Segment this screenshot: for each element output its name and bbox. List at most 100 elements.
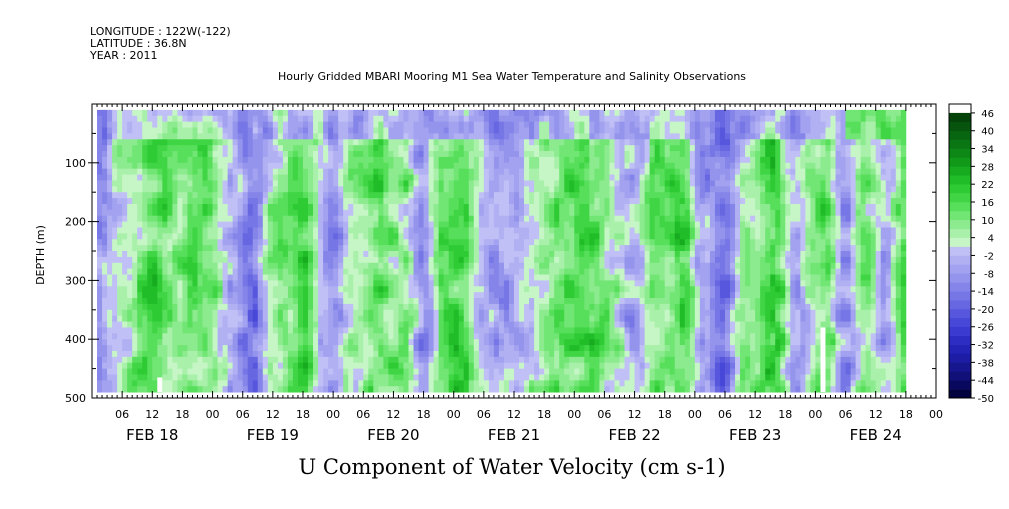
heatmap-cell [242,127,249,134]
heatmap-cell [614,286,620,293]
heatmap-cell [529,127,535,134]
heatmap-cell [524,321,530,328]
heatmap-cell [514,239,520,246]
heatmap-cell [458,356,465,364]
heatmap-cell [498,251,505,258]
heatmap-cell [343,227,349,234]
heatmap-cell [373,345,379,352]
heatmap-cell [112,280,118,287]
heatmap-cell [137,309,143,317]
heatmap-cell [554,174,560,181]
heatmap-cell [493,192,500,199]
heatmap-cell [353,374,359,381]
heatmap-cell [508,292,515,299]
heatmap-cell [363,192,369,199]
heatmap-cell [413,298,419,305]
heatmap-cell [604,356,610,364]
heatmap-cell [483,256,490,264]
heatmap-cell [297,274,304,281]
heatmap-cell [262,356,269,364]
heatmap-cell [147,151,153,158]
heatmap-cell [398,162,404,170]
heatmap-cell [393,203,399,211]
heatmap-cell [433,386,440,393]
heatmap-cell [488,221,495,228]
heatmap-cell [232,139,239,146]
heatmap-cell [403,127,409,134]
heatmap-cell [207,227,213,234]
heatmap-cell [303,292,309,299]
heatmap-cell [478,168,485,175]
heatmap-cell [483,298,490,305]
heatmap-cell [217,362,224,369]
heatmap-cell [368,209,374,217]
heatmap-cell [519,227,525,234]
heatmap-cell [257,256,264,264]
heatmap-cell [564,256,570,264]
heatmap-cell [498,315,505,322]
heatmap-cell [152,180,158,187]
heatmap-cell [433,374,440,381]
heatmap-cell [277,121,284,128]
heatmap-cell [604,362,610,369]
heatmap-cell [423,286,429,293]
heatmap-cell [529,209,535,217]
heatmap-cell [207,262,213,270]
heatmap-cell [589,380,595,387]
heatmap-cell [564,215,570,222]
heatmap-cell [217,327,224,334]
heatmap-cell [413,174,419,181]
heatmap-cell [363,339,369,346]
heatmap-cell [418,127,424,134]
heatmap-cell [127,186,133,193]
heatmap-cell [564,268,570,275]
heatmap-cell [137,121,143,128]
heatmap-cell [217,145,224,152]
heatmap-cell [514,168,520,175]
heatmap-cell [363,121,369,128]
heatmap-cell [609,274,615,281]
heatmap-cell [328,145,334,152]
heatmap-cell [172,127,178,134]
heatmap-cell [498,374,505,381]
heatmap-cell [594,386,600,393]
heatmap-cell [147,368,153,375]
heatmap-cell [237,345,244,352]
heatmap-cell [237,156,244,164]
heatmap-cell [343,327,349,334]
heatmap-cell [579,215,585,222]
heatmap-cell [503,251,510,258]
heatmap-cell [458,362,465,369]
heatmap-cell [137,380,143,387]
heatmap-cell [227,109,234,117]
heatmap-cell [353,292,359,299]
heatmap-cell [564,186,570,193]
heatmap-cell [423,280,429,287]
heatmap-cell [604,227,610,234]
heatmap-cell [453,209,460,217]
heatmap-cell [564,280,570,287]
heatmap-cell [579,339,585,346]
heatmap-cell [202,362,208,369]
heatmap-cell [267,192,274,199]
heatmap-cell [418,298,424,305]
heatmap-cell [328,386,334,393]
heatmap-cell [473,209,480,217]
heatmap-cell [182,256,188,264]
heatmap-cell [282,350,289,358]
heatmap-cell [508,139,515,146]
heatmap-cell [438,245,445,252]
heatmap-cell [353,245,359,252]
heatmap-cell [227,356,234,364]
heatmap-cell [478,350,485,358]
heatmap-cell [463,262,470,270]
heatmap-cell [549,350,555,358]
heatmap-cell [554,374,560,381]
heatmap-cell [599,350,605,358]
heatmap-cell [579,286,585,293]
heatmap-cell [187,121,193,128]
heatmap-cell [127,145,133,152]
heatmap-cell [192,198,198,205]
heatmap-cell [328,262,334,270]
heatmap-cell [524,350,530,358]
